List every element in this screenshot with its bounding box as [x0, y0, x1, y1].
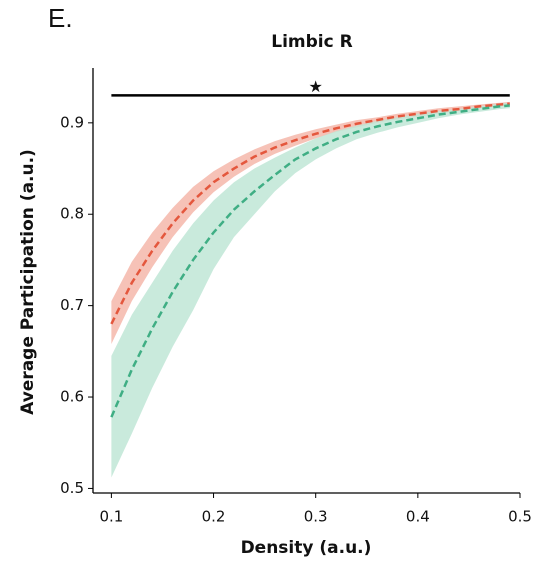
- y-tick-label: 0.7: [60, 296, 84, 314]
- x-axis-label: Density (a.u.): [241, 538, 372, 558]
- x-tick-label: 0.2: [202, 508, 226, 526]
- panel-label: E.: [48, 3, 73, 33]
- x-tick-label: 0.4: [406, 508, 430, 526]
- y-tick-label: 0.9: [60, 113, 84, 131]
- y-axis-label: Average Participation (a.u.): [18, 149, 38, 415]
- y-tick-label: 0.5: [60, 479, 84, 497]
- chart-title: Limbic R: [271, 32, 352, 52]
- x-tick-label: 0.5: [508, 508, 532, 526]
- mean-line: [110, 104, 510, 418]
- x-tick-label: 0.1: [99, 508, 123, 526]
- x-tick-label: 0.3: [304, 508, 328, 526]
- mean-line: [110, 102, 510, 325]
- y-tick-label: 0.8: [60, 205, 84, 223]
- significance-star: ★: [309, 77, 323, 96]
- y-tick-label: 0.6: [60, 388, 84, 406]
- confidence-band: [111, 102, 510, 478]
